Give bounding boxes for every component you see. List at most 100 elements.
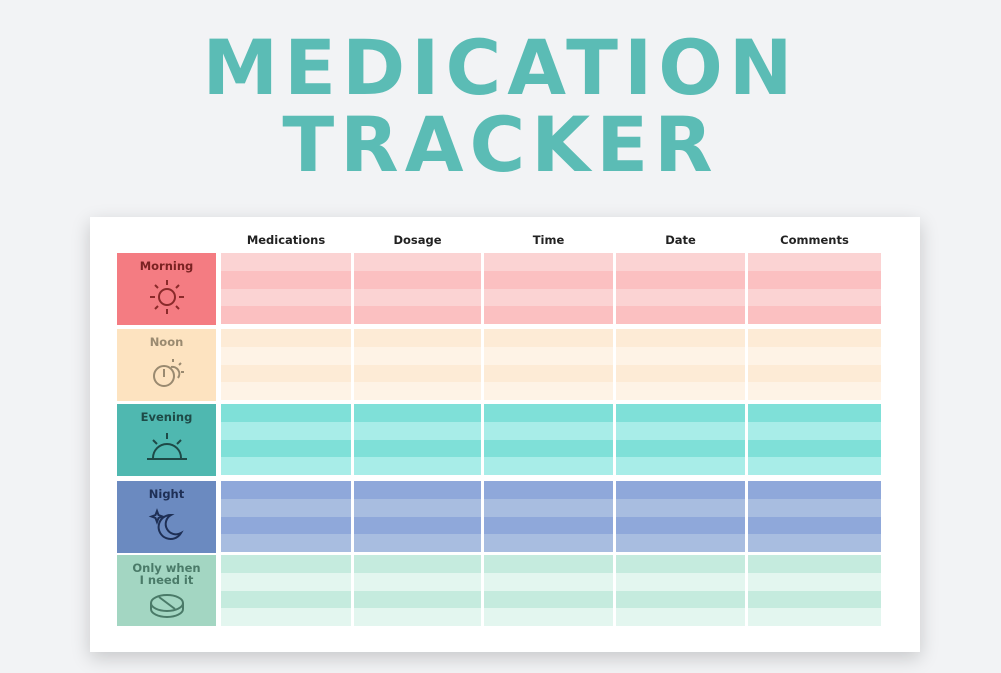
row-label-text: Evening [140,410,193,424]
column-header: Medications [246,233,326,247]
stripe [484,439,613,458]
stripe [221,608,351,626]
stripe [616,421,745,440]
stripe [484,572,613,591]
title-line: MEDICATION [202,23,799,112]
stripe [748,306,881,324]
stripe [748,439,881,458]
tracker-table: Medications Dosage Time Date Comments Morning… [90,217,920,652]
entry-cell [616,555,745,626]
stripe [354,346,481,365]
stripe [748,270,881,289]
entry-cell [354,404,481,475]
stripe [221,288,351,307]
stripe [221,516,351,535]
stripe [616,534,745,552]
entry-cell [221,329,351,400]
stripe [616,346,745,365]
stripe [484,288,613,307]
stripe [616,481,745,499]
stripe [354,590,481,609]
stripe [484,498,613,517]
stripe [748,404,881,422]
stripe [616,270,745,289]
stripe [748,590,881,609]
row-label: Noon [117,329,216,401]
stripe [354,439,481,458]
entry-cell [354,329,481,400]
stripe [221,404,351,422]
stripe [748,608,881,626]
entry-cell [221,555,351,626]
stripe [221,590,351,609]
stripe [748,498,881,517]
stripe [484,382,613,400]
stripe [221,382,351,400]
stripe [354,270,481,289]
row-label: Only when I need it [117,555,216,626]
stripe [616,457,745,475]
stripe [221,457,351,475]
stripe [616,253,745,271]
stripe [748,572,881,591]
stripe [221,306,351,324]
entry-cell [484,404,613,475]
stripe [484,253,613,271]
row-label-text: Morning [139,259,194,273]
entry-cell [484,555,613,626]
stripe [221,439,351,458]
stripe [748,481,881,499]
stripe [484,346,613,365]
stripe [484,534,613,552]
stripe [616,498,745,517]
row-label: Night [117,481,216,553]
stripe [616,382,745,400]
stripe [221,364,351,383]
stripe [354,288,481,307]
stripe [221,534,351,552]
entry-cell [354,481,481,552]
stripe [354,516,481,535]
title-line: TRACKER [282,100,719,189]
stripe [748,288,881,307]
row-icon [147,433,187,460]
stripe [354,329,481,347]
stripe [354,404,481,422]
stripe [354,498,481,517]
entry-cell [616,329,745,400]
stripe [221,270,351,289]
entry-cell [748,481,881,552]
stripe [748,555,881,573]
stripe [484,270,613,289]
entry-cell [484,481,613,552]
stripe [748,516,881,535]
entry-cell [748,329,881,400]
stripe [748,253,881,271]
stripe [616,516,745,535]
row-icon [150,594,184,618]
entry-cell [354,253,481,324]
stripe [484,457,613,475]
stripe [354,555,481,573]
stripe [221,498,351,517]
stripe [484,590,613,609]
stripe [616,306,745,324]
column-header: Comments [780,233,849,247]
stripe [221,555,351,573]
entry-cell [748,555,881,626]
entry-cell [748,253,881,324]
entry-cell [748,404,881,475]
entry-cell [221,404,351,475]
entry-cell [616,481,745,552]
stripe [354,457,481,475]
row-label-text: Noon [149,335,184,349]
stripe [484,306,613,324]
stripe [354,481,481,499]
row-label: Morning [117,253,216,325]
stripe [354,572,481,591]
stripe [221,346,351,365]
stripe [221,421,351,440]
stripe [748,346,881,365]
stripe [616,404,745,422]
